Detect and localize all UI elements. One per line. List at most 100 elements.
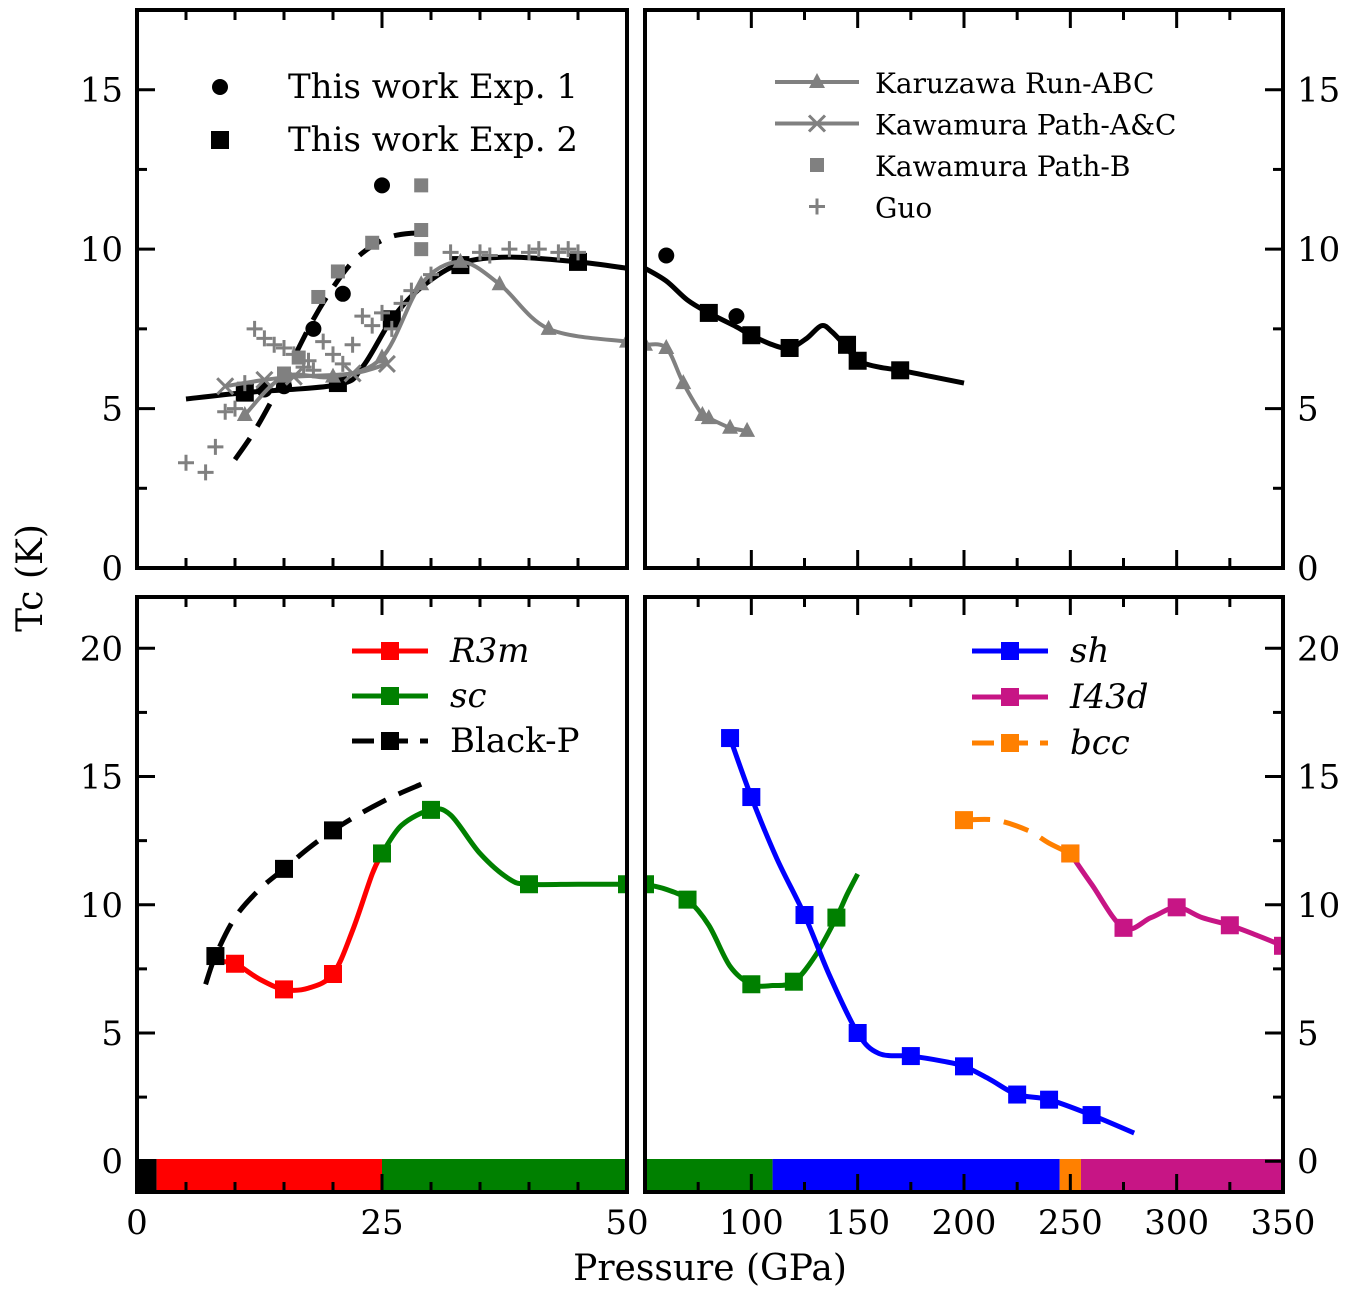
x-tick-label: 200 (932, 1203, 997, 1243)
x-tick-label: 350 (1251, 1203, 1316, 1243)
data-point (414, 223, 429, 238)
data-point (207, 438, 224, 455)
data-point (795, 906, 814, 925)
data-point (178, 454, 194, 471)
legend-marker (1001, 734, 1019, 752)
data-point (848, 1023, 867, 1042)
data-point (1040, 1090, 1059, 1109)
data-point (645, 875, 654, 894)
data-point (266, 336, 283, 353)
series-line (645, 266, 965, 386)
x-tick-label: 150 (825, 1203, 890, 1243)
panel-frame (135, 595, 629, 1194)
y-tick-label: 10 (80, 886, 123, 926)
legend-marker (211, 131, 229, 149)
phase-bar-segment (156, 1159, 382, 1192)
data-point (560, 241, 577, 258)
legend-top-right: Karuzawa Run-ABC Kawamura Path-A&C Kawamur… (775, 67, 1176, 225)
series-i43d (1061, 844, 1283, 955)
legend-label: Karuzawa Run-ABC (875, 67, 1154, 100)
data-point (520, 875, 538, 894)
legend-marker (810, 158, 824, 172)
legend-marker (1001, 688, 1019, 706)
series-black-p (203, 781, 423, 986)
phase-bar-segment (772, 1159, 1060, 1192)
data-point (658, 247, 675, 264)
data-point (739, 421, 756, 437)
x-tick-label: 250 (1038, 1203, 1103, 1243)
data-point (226, 954, 244, 973)
panel-frame (643, 595, 1285, 1194)
plot-area (137, 781, 627, 1192)
data-point (277, 366, 291, 381)
panel-bottom-right: 0 5 10 15 20 100 150 200 250 300 350 (643, 595, 1340, 1243)
data-point (1274, 936, 1283, 955)
data-point (413, 275, 430, 291)
plot-area (645, 247, 965, 437)
legend-entry: Kawamura Path-A&C (775, 109, 1176, 142)
legend-label: Kawamura Path-B (875, 150, 1130, 183)
data-point (423, 266, 439, 283)
y-tick-label: 5 (101, 390, 123, 430)
legend-label: R3m (449, 631, 529, 671)
data-point (330, 264, 345, 279)
data-point (1114, 918, 1133, 937)
data-point (442, 244, 459, 261)
data-point (374, 177, 390, 194)
data-point (373, 844, 391, 863)
data-point (827, 908, 846, 927)
y-tick-label: 5 (1297, 1014, 1319, 1054)
series-r3m (215, 844, 391, 999)
series-this-work-exp-1 (658, 247, 745, 325)
legend-marker (381, 687, 399, 705)
legend-entry: I43d (972, 677, 1148, 717)
series-line (645, 342, 748, 433)
series-exp-1-fit (232, 230, 432, 462)
series-guo (178, 241, 586, 481)
data-point (227, 400, 243, 417)
legend-entry: bcc (972, 723, 1130, 763)
series-kawamura-path-b (277, 178, 429, 381)
legend-top-left: This work Exp. 1 This work Exp. 2 (211, 67, 578, 160)
phase-bar-segment (645, 1159, 773, 1192)
data-point (255, 370, 274, 389)
data-point (452, 252, 469, 268)
series-sc (645, 872, 860, 994)
data-point (742, 975, 761, 994)
data-point (540, 319, 557, 335)
data-point (1220, 916, 1239, 935)
legend-label: sh (1070, 631, 1109, 671)
legend-bottom-left: R3m sc Black-P (352, 631, 580, 761)
data-point (728, 308, 745, 325)
legend-entry: Black-P (352, 721, 580, 761)
data-point (784, 972, 803, 991)
legend-label: This work Exp. 1 (288, 67, 578, 107)
y-tick-label: 0 (101, 1142, 123, 1182)
x-tick-label: 0 (126, 1203, 148, 1243)
data-point (742, 788, 761, 807)
data-point (305, 362, 322, 379)
series-exp-2-fit (645, 266, 965, 386)
y-tick-label: 10 (1297, 230, 1340, 270)
data-point (305, 320, 322, 337)
data-point (343, 364, 362, 383)
data-point (315, 333, 332, 350)
x-tick-label: 300 (1144, 1203, 1209, 1243)
legend-marker (1001, 642, 1019, 660)
data-point (414, 242, 429, 257)
phase-bar-segment (137, 1159, 157, 1192)
data-point (481, 247, 498, 264)
data-point (472, 244, 488, 261)
legend-entry: sh (972, 631, 1109, 671)
series-karuzawa-run-abc (645, 335, 756, 437)
series-line (203, 781, 423, 986)
data-point (955, 1057, 973, 1076)
data-point (300, 352, 317, 369)
legend-label: Guo (875, 192, 932, 225)
legend-marker (807, 114, 827, 133)
legend-entry: Kawamura Path-B (810, 150, 1130, 183)
y-tick-label: 0 (101, 549, 123, 589)
data-point (393, 295, 410, 312)
series-line (727, 737, 1136, 1136)
